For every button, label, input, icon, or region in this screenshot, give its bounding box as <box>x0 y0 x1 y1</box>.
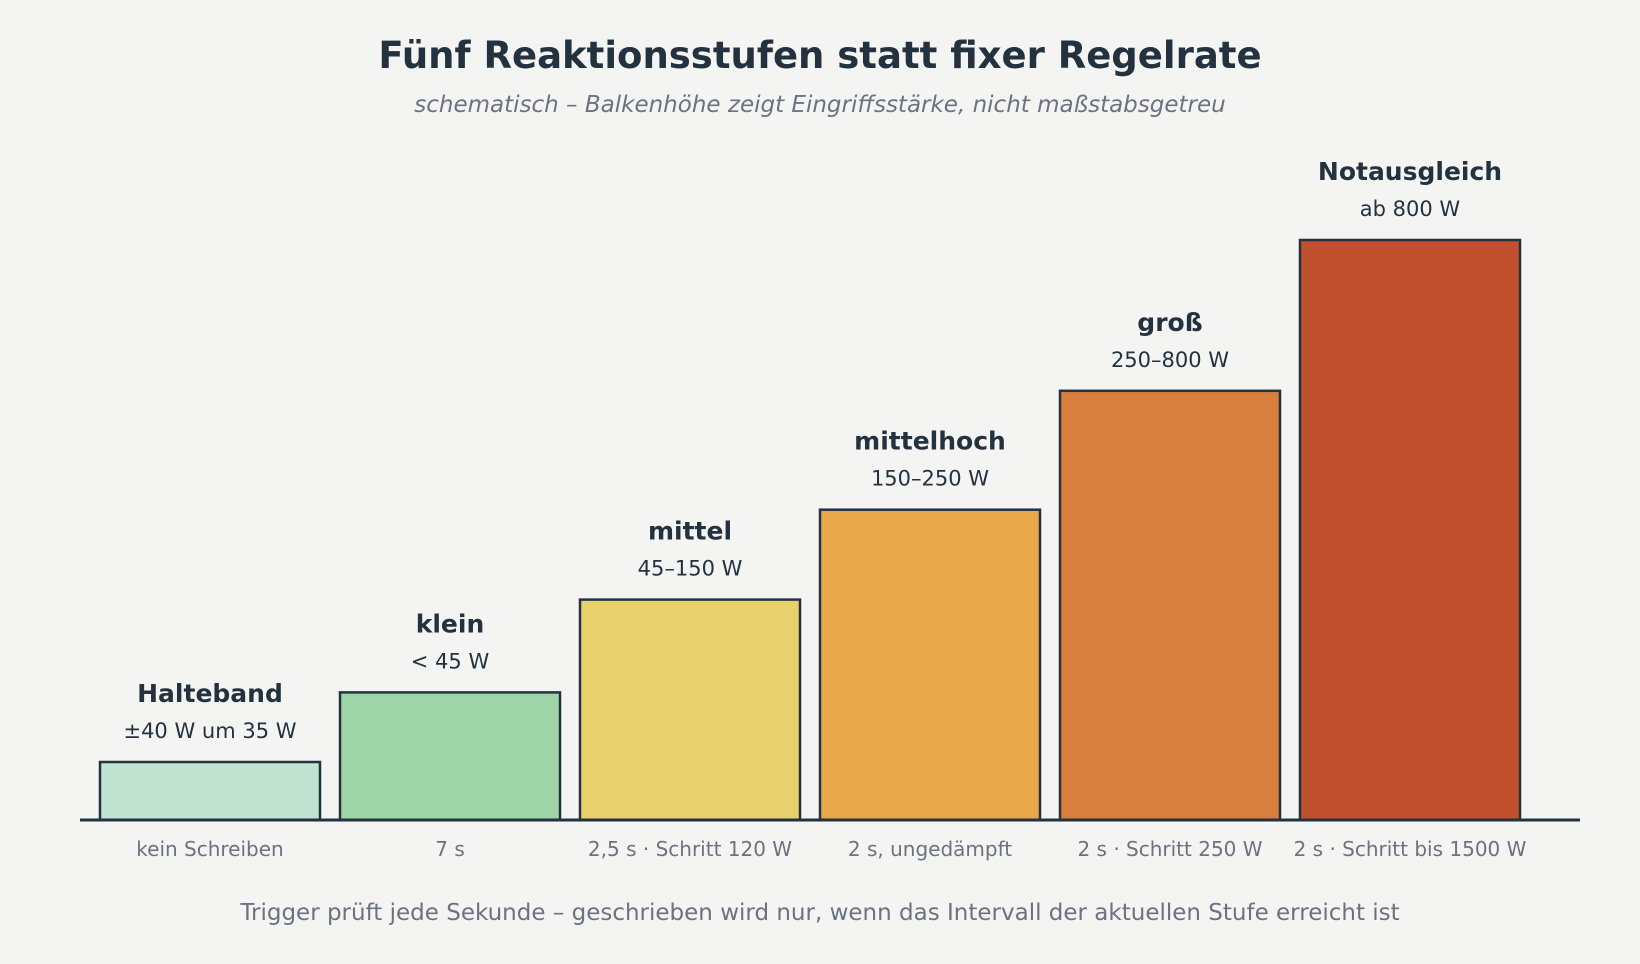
bar-range-label-5: ab 800 W <box>1360 197 1461 221</box>
x-tick-label-2: 2,5 s · Schritt 120 W <box>588 837 792 861</box>
x-tick-label-4: 2 s · Schritt 250 W <box>1077 837 1262 861</box>
chart-subtitle: schematisch – Balkenhöhe zeigt Eingriffs… <box>414 92 1225 118</box>
x-tick-label-1: 7 s <box>435 837 465 861</box>
bar-name-label-3: mittelhoch <box>854 427 1006 456</box>
bar-3 <box>818 508 1042 822</box>
chart-footnote: Trigger prüft jede Sekunde – geschrieben… <box>239 900 1399 926</box>
bar-name-label-0: Halteband <box>137 679 283 708</box>
bar-range-label-2: 45–150 W <box>638 557 743 581</box>
bar-2 <box>578 598 802 822</box>
x-tick-label-3: 2 s, ungedämpft <box>848 837 1012 861</box>
x-tick-label-5: 2 s · Schritt bis 1500 W <box>1294 837 1527 861</box>
bar-5 <box>1298 238 1522 822</box>
bar-range-label-1: < 45 W <box>411 649 490 673</box>
bar-range-label-0: ±40 W um 35 W <box>123 719 296 743</box>
bar-range-label-3: 150–250 W <box>871 467 989 491</box>
bar-0 <box>98 760 322 822</box>
bar-4 <box>1058 389 1282 822</box>
bar-1 <box>338 691 562 822</box>
x-tick-label-0: kein Schreiben <box>136 837 283 861</box>
x-tick-labels-group: kein Schreiben 7 s 2,5 s · Schritt 120 W 2 … <box>136 837 1526 861</box>
bar-name-label-2: mittel <box>648 517 732 546</box>
bar-name-label-5: Notausgleich <box>1318 157 1502 186</box>
bars-group: Halteband ±40 W um 35 W klein < 45 W mittel 4… <box>98 157 1522 822</box>
chart-title: Fünf Reaktionsstufen statt fixer Regelra… <box>378 34 1261 77</box>
bar-range-label-4: 250–800 W <box>1111 348 1229 372</box>
bar-name-label-1: klein <box>416 609 485 638</box>
bar-name-label-4: groß <box>1137 308 1202 337</box>
